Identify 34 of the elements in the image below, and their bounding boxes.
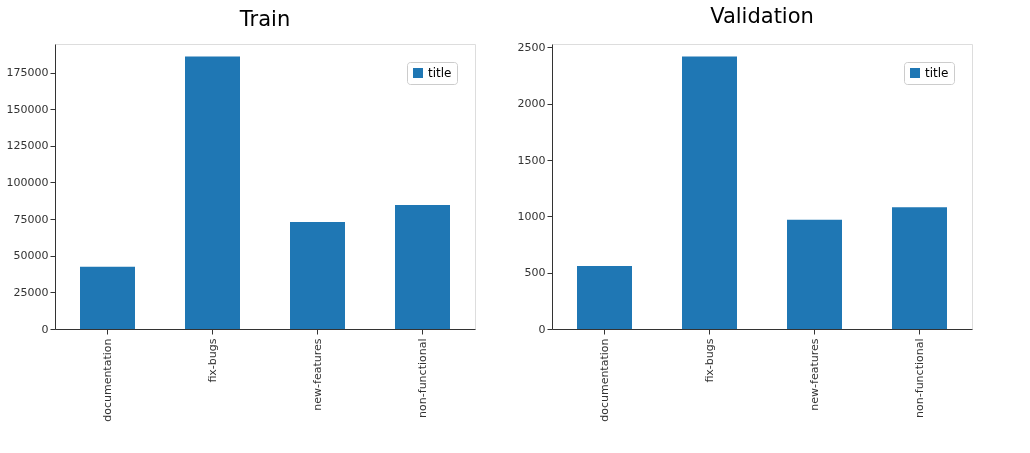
y-tick-label: 175000	[6, 66, 49, 80]
x-tick-label: documentation	[100, 338, 114, 422]
y-tick-label: 25000	[13, 285, 49, 299]
bar	[787, 219, 842, 329]
x-tick-label: new-features	[310, 338, 324, 411]
y-tick-label: 0	[41, 322, 49, 336]
bar	[80, 266, 135, 329]
y-tick-label: 1500	[517, 153, 546, 167]
bar	[395, 204, 450, 329]
legend-label: title	[428, 66, 452, 80]
y-tick-label: 125000	[6, 139, 49, 153]
y-tick-label: 100000	[6, 175, 49, 189]
y-tick-label: 500	[524, 266, 546, 280]
y-tick-label: 1000	[517, 209, 546, 223]
x-tick-label: non-functional	[415, 338, 429, 418]
chart-title: Train	[238, 7, 291, 31]
bar	[185, 56, 240, 329]
y-tick-label: 150000	[6, 102, 49, 116]
x-tick-label: new-features	[807, 338, 821, 411]
bar	[577, 265, 632, 329]
legend-label: title	[925, 66, 949, 80]
y-tick-label: 2000	[517, 97, 546, 111]
x-tick-label: non-functional	[912, 338, 926, 418]
x-tick-label: fix-bugs	[702, 338, 716, 383]
chart-title: Validation	[710, 4, 814, 29]
x-tick-label: documentation	[597, 338, 611, 422]
bar	[290, 222, 345, 329]
y-tick-label: 50000	[13, 249, 49, 263]
y-tick-label: 0	[538, 322, 546, 336]
y-tick-label: 2500	[517, 40, 546, 54]
bar	[892, 207, 947, 329]
x-tick-label: fix-bugs	[205, 338, 219, 383]
bar	[682, 56, 737, 329]
y-tick-label: 75000	[13, 212, 49, 226]
